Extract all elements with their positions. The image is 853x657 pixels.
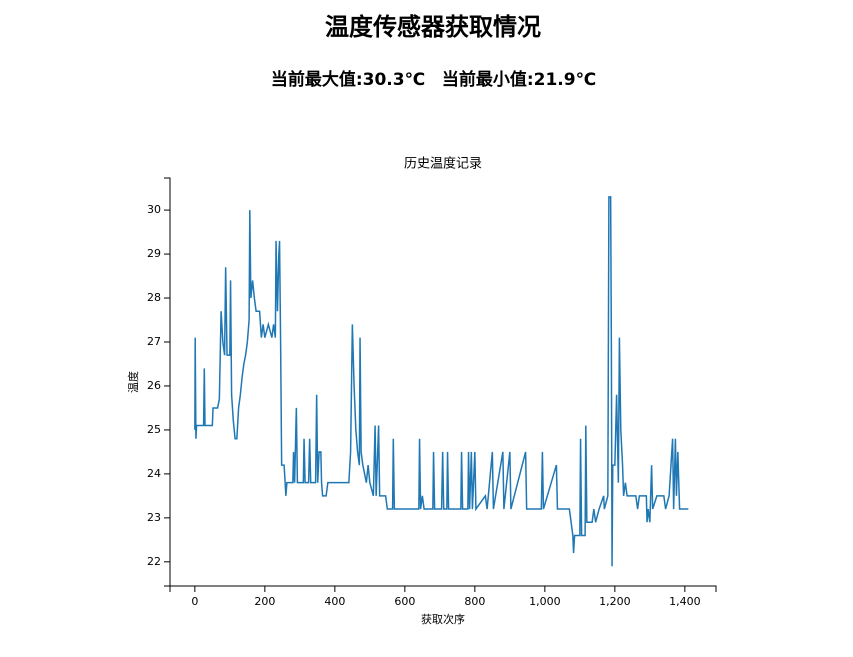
max-value: 当前最大值:30.3℃ xyxy=(271,69,425,90)
x-axis-label: 获取次序 xyxy=(421,612,465,626)
page-title: 温度传感器获取情况 xyxy=(325,13,541,41)
min-value: 当前最小值:21.9℃ xyxy=(442,69,596,90)
x-tick-label: 200 xyxy=(254,595,275,608)
y-tick-label: 29 xyxy=(147,247,161,260)
y-tick-label: 24 xyxy=(147,467,161,480)
x-tick-label: 1,000 xyxy=(529,595,561,608)
y-tick-label: 22 xyxy=(147,555,161,568)
y-axis-label: 温度 xyxy=(126,371,140,393)
x-tick-label: 1,400 xyxy=(669,595,701,608)
y-tick-label: 23 xyxy=(147,511,161,524)
y-tick-label: 30 xyxy=(147,203,161,216)
y-tick-label: 27 xyxy=(147,335,161,348)
y-tick-label: 26 xyxy=(147,379,161,392)
x-tick-label: 400 xyxy=(324,595,345,608)
y-tick-label: 25 xyxy=(147,423,161,436)
x-tick-label: 600 xyxy=(394,595,415,608)
y-tick-label: 28 xyxy=(147,291,161,304)
temperature-line xyxy=(194,196,689,567)
x-tick-label: 800 xyxy=(464,595,485,608)
x-tick-label: 1,200 xyxy=(599,595,631,608)
chart-title: 历史温度记录 xyxy=(404,156,482,172)
y-axis xyxy=(164,177,171,587)
x-tick-label: 0 xyxy=(191,595,198,608)
x-axis xyxy=(169,585,717,592)
